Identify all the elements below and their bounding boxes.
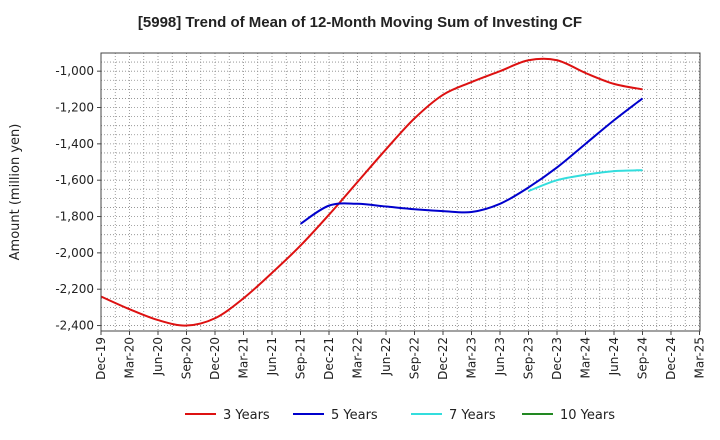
x-tick-label: Dec-24 xyxy=(664,337,678,380)
x-tick-label: Dec-21 xyxy=(322,337,336,380)
series-line-7-years xyxy=(528,169,643,193)
x-tick-label: Mar-23 xyxy=(465,337,479,378)
x-tick-label: Dec-20 xyxy=(208,337,222,380)
x-tick-label: Jun-24 xyxy=(607,337,621,376)
y-tick-label: -1,800 xyxy=(55,210,94,224)
x-tick-label: Mar-24 xyxy=(579,337,593,378)
y-tick-label: -1,200 xyxy=(55,101,94,115)
y-tick-label: -1,400 xyxy=(55,137,94,151)
x-tick-label: Jun-20 xyxy=(151,337,165,376)
legend-label-3-years: 3 Years xyxy=(223,408,270,423)
grid-layer xyxy=(101,53,700,331)
legend-label-10-years: 10 Years xyxy=(560,408,615,423)
x-tick-label: Jun-23 xyxy=(493,337,507,376)
y-axis-title: Amount (million yen) xyxy=(8,124,23,261)
x-tick-label: Mar-21 xyxy=(237,337,251,378)
x-tick-label: Mar-25 xyxy=(693,337,707,378)
plot-area-frame xyxy=(100,52,701,332)
x-tick-label: Jun-21 xyxy=(265,337,279,376)
legend: 3 Years 5 Years 7 Years 10 Years xyxy=(185,408,615,423)
x-tick-label: Sep-23 xyxy=(522,337,536,379)
y-tick-label: -2,200 xyxy=(55,282,94,296)
y-axis: -1,000 -1,200 -1,400 -1,600 -1,800 -2,000 -2,2… xyxy=(55,64,101,333)
y-tick-label: -1,000 xyxy=(55,64,94,78)
x-axis: Dec-19 Mar-20 Jun-20 Sep-20 Dec-20 Mar-21 Jun-… xyxy=(94,331,707,380)
x-tick-label: Sep-22 xyxy=(408,337,422,379)
legend-label-5-years: 5 Years xyxy=(331,408,378,423)
y-tick-label: -2,000 xyxy=(55,246,94,260)
legend-label-7-years: 7 Years xyxy=(449,408,496,423)
chart-title: [5998] Trend of Mean of 12-Month Moving … xyxy=(137,14,583,31)
y-tick-label: -1,600 xyxy=(55,173,94,187)
x-tick-label: Sep-21 xyxy=(294,337,308,379)
x-tick-label: Mar-20 xyxy=(123,337,137,378)
x-tick-label: Dec-23 xyxy=(550,337,564,380)
x-tick-label: Sep-20 xyxy=(180,337,194,379)
series-line-3-years xyxy=(100,57,643,327)
series-line-5-years xyxy=(299,97,644,225)
y-tick-label: -2,400 xyxy=(55,319,94,333)
x-tick-label: Dec-22 xyxy=(436,337,450,380)
x-tick-label: Jun-22 xyxy=(379,337,393,376)
x-tick-label: Dec-19 xyxy=(94,337,108,380)
x-tick-label: Mar-22 xyxy=(351,337,365,378)
series-layer xyxy=(100,57,644,327)
x-tick-label: Sep-24 xyxy=(636,337,650,379)
